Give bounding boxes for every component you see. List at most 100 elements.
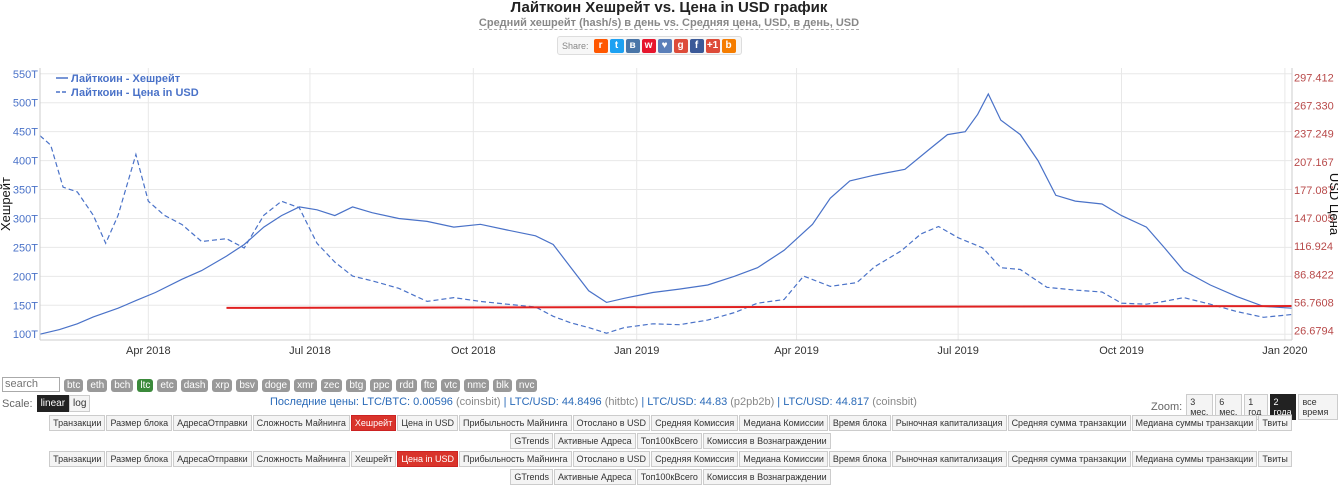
y-left-tick-label: 100T <box>13 329 38 341</box>
secondary-metric-tab[interactable]: Топ100кВсего <box>636 469 702 485</box>
primary-metric-tab[interactable]: Отослано в USD <box>572 415 651 431</box>
y-right-tick-label: 237.249 <box>1294 129 1334 141</box>
like-icon[interactable]: ♥ <box>657 38 672 53</box>
primary-metric-tab[interactable]: Комиссия в Вознаграждении <box>702 433 831 449</box>
primary-metric-tab[interactable]: Сложность Майнинга <box>252 415 350 431</box>
y-right-tick-label: 177.087 <box>1294 185 1334 197</box>
coin-blk[interactable]: blk <box>493 379 512 392</box>
price-value: 44.8496 <box>558 396 602 408</box>
y-left-tick-label: 300T <box>13 213 38 225</box>
legend-item-label[interactable]: Лайткоин - Хешрейт <box>71 73 181 85</box>
y-right-tick-label: 56.7608 <box>1294 298 1334 310</box>
primary-metric-tab[interactable]: GTrends <box>510 433 553 449</box>
primary-metric-tab[interactable]: Активные Адреса <box>554 433 636 449</box>
secondary-metric-tab[interactable]: Рыночная капитализация <box>891 451 1007 467</box>
primary-metric-tab[interactable]: Средняя сумма транзакции <box>1007 415 1131 431</box>
primary-metric-tab[interactable]: Хешрейт <box>350 415 397 431</box>
secondary-metric-tab[interactable]: Средняя Комиссия <box>651 451 739 467</box>
coin-dash[interactable]: dash <box>180 379 209 392</box>
coin-xmr[interactable]: xmr <box>294 379 317 392</box>
page-title: Лайткоин Хешрейт vs. Цена in USD график <box>510 0 828 16</box>
price-separator: | <box>638 396 648 408</box>
primary-metric-tab[interactable]: АдресаОтправки <box>173 415 252 431</box>
secondary-metric-tab[interactable]: Твиты <box>1258 451 1292 467</box>
secondary-metric-tab[interactable]: Время блока <box>828 451 891 467</box>
secondary-metric-tab[interactable]: Прибыльность Майнинга <box>458 451 572 467</box>
y-left-tick-label: 550T <box>13 69 38 81</box>
search-input[interactable] <box>2 376 60 392</box>
primary-metric-tab[interactable]: Цена in USD <box>397 415 458 431</box>
primary-metric-tab[interactable]: Размер блока <box>106 415 173 431</box>
primary-metric-tab[interactable]: Время блока <box>828 415 891 431</box>
coin-btc[interactable]: btc <box>64 379 84 392</box>
secondary-metric-tab[interactable]: Размер блока <box>106 451 173 467</box>
coin-etc[interactable]: etc <box>157 379 177 392</box>
secondary-metric-tab[interactable]: Сложность Майнинга <box>252 451 350 467</box>
price-separator: | <box>500 396 510 408</box>
coin-ftc[interactable]: ftc <box>420 379 438 392</box>
primary-metric-tab[interactable]: Топ100кВсего <box>636 433 702 449</box>
primary-metric-tab[interactable]: Рыночная капитализация <box>891 415 1007 431</box>
facebook-icon[interactable]: f <box>689 38 704 53</box>
price-series-line <box>39 135 1293 334</box>
price-pair: LTC/USD: <box>647 396 697 408</box>
twitter-icon[interactable]: t <box>609 38 624 53</box>
coin-vtc[interactable]: vtc <box>441 379 461 392</box>
primary-metric-tab[interactable]: Прибыльность Майнинга <box>458 415 572 431</box>
secondary-metric-tab[interactable]: Средняя сумма транзакции <box>1007 451 1131 467</box>
coin-ppc[interactable]: ppc <box>370 379 393 392</box>
legend-item-label[interactable]: Лайткоин - Цена in USD <box>71 87 199 99</box>
series-group <box>39 92 1293 335</box>
metrics-row-primary: Транзакции Размер блока АдресаОтправки Слож… <box>48 415 1294 451</box>
scale-linear-button[interactable]: linear <box>36 395 70 412</box>
coin-rdd[interactable]: rdd <box>396 379 417 392</box>
scale-options: linear log <box>36 395 91 412</box>
secondary-metric-tab[interactable]: Медиана Комиссии <box>739 451 828 467</box>
secondary-metric-tab[interactable]: Хешрейт <box>350 451 397 467</box>
coin-btg[interactable]: btg <box>346 379 367 392</box>
coin-xrp[interactable]: xrp <box>212 379 233 392</box>
share-icons: r t в w ♥ g f +1 b <box>593 38 737 53</box>
coin-bsv[interactable]: bsv <box>236 379 258 392</box>
scale-log-button[interactable]: log <box>69 395 91 412</box>
secondary-metric-tab[interactable]: Медиана суммы транзакции <box>1131 451 1258 467</box>
reddit-icon[interactable]: r <box>593 38 608 53</box>
share-bar: Share: r t в w ♥ g f +1 b <box>557 36 742 55</box>
secondary-metric-tab[interactable]: Комиссия в Вознаграждении <box>702 469 831 485</box>
vk-icon[interactable]: в <box>625 38 640 53</box>
price-source: (hitbtc) <box>604 396 639 408</box>
zoom-option-button[interactable]: все время <box>1298 394 1338 420</box>
coin-zec[interactable]: zec <box>320 379 343 392</box>
coin-nvc[interactable]: nvc <box>515 379 538 392</box>
y-right-tick-label: 116.924 <box>1294 241 1333 253</box>
secondary-metric-tab[interactable]: GTrends <box>510 469 553 485</box>
coin-ltc[interactable]: ltc <box>137 379 154 392</box>
coin-eth[interactable]: eth <box>87 379 108 392</box>
google-plus-icon[interactable]: g <box>673 38 688 53</box>
y-left-tick-label: 150T <box>13 300 38 312</box>
zoom-option-button[interactable]: 1 год <box>1244 394 1268 420</box>
weibo-icon[interactable]: w <box>641 38 656 53</box>
coin-nmc[interactable]: nmc <box>464 379 490 392</box>
blogger-icon[interactable]: b <box>721 38 736 53</box>
grid <box>40 68 1292 340</box>
x-tick-label: Jan 2019 <box>614 345 659 357</box>
y-left-tick-label: 400T <box>13 156 38 168</box>
secondary-metric-tab[interactable]: Активные Адреса <box>554 469 636 485</box>
axes: Apr 2018 Jul 2018 Oct 2018 Jan 2019 Apr 2019… <box>0 68 1338 357</box>
coin-doge[interactable]: doge <box>261 379 291 392</box>
primary-metric-tab[interactable]: Твиты <box>1258 415 1292 431</box>
zoom-label: Zoom: <box>1151 401 1183 413</box>
secondary-metric-tab[interactable]: Отослано в USD <box>572 451 651 467</box>
google-plus-one-icon[interactable]: +1 <box>705 38 720 53</box>
primary-metric-tab[interactable]: Средняя Комиссия <box>651 415 739 431</box>
coin-bch[interactable]: bch <box>111 379 134 392</box>
primary-metric-tab[interactable]: Медиана суммы транзакции <box>1131 415 1258 431</box>
secondary-metric-tab[interactable]: Цена in USD <box>397 451 458 467</box>
secondary-metric-tab[interactable]: АдресаОтправки <box>173 451 252 467</box>
price-pair: LTC/BTC: <box>362 396 411 408</box>
primary-metric-tab[interactable]: Медиана Комиссии <box>739 415 828 431</box>
primary-metric-tab[interactable]: Транзакции <box>49 415 106 431</box>
share-label: Share: <box>562 40 589 51</box>
secondary-metric-tab[interactable]: Транзакции <box>49 451 106 467</box>
